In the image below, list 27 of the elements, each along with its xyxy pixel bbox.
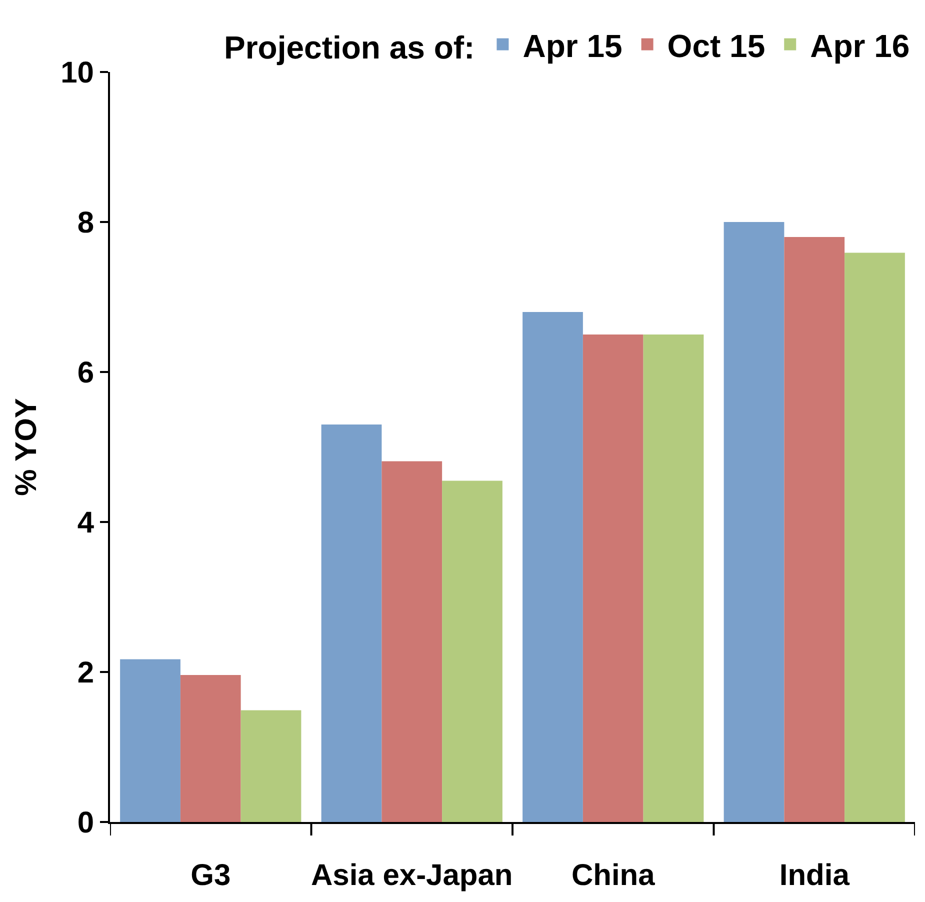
- x-tick-label: China: [571, 859, 656, 892]
- legend-title: Projection as of:: [224, 30, 475, 66]
- bar: [382, 461, 442, 822]
- y-tick-label: 4: [77, 506, 94, 540]
- bar: [582, 334, 644, 822]
- y-tick-label: 6: [77, 356, 94, 390]
- bar: [442, 480, 502, 822]
- bar: [784, 237, 845, 822]
- legend-label: Apr 15: [522, 28, 622, 64]
- bar: [522, 312, 583, 822]
- x-tick-label: G3: [190, 859, 231, 892]
- bar: [321, 424, 382, 822]
- legend-label: Apr 16: [810, 28, 910, 64]
- bar: [724, 222, 784, 822]
- x-tick-label: Asia ex-Japan: [310, 859, 513, 892]
- y-tick-label: 2: [77, 656, 94, 690]
- bar: [643, 334, 704, 822]
- legend-label: Oct 15: [667, 28, 766, 64]
- bar: [844, 252, 905, 822]
- bar: [120, 659, 180, 822]
- y-tick-label: 10: [60, 56, 94, 90]
- y-tick-label: 8: [77, 206, 94, 240]
- y-tick-label: 0: [77, 806, 94, 840]
- y-axis-title: % YOY: [10, 398, 44, 496]
- bar: [240, 710, 302, 822]
- bar: [180, 675, 241, 822]
- x-tick-label: India: [779, 859, 850, 892]
